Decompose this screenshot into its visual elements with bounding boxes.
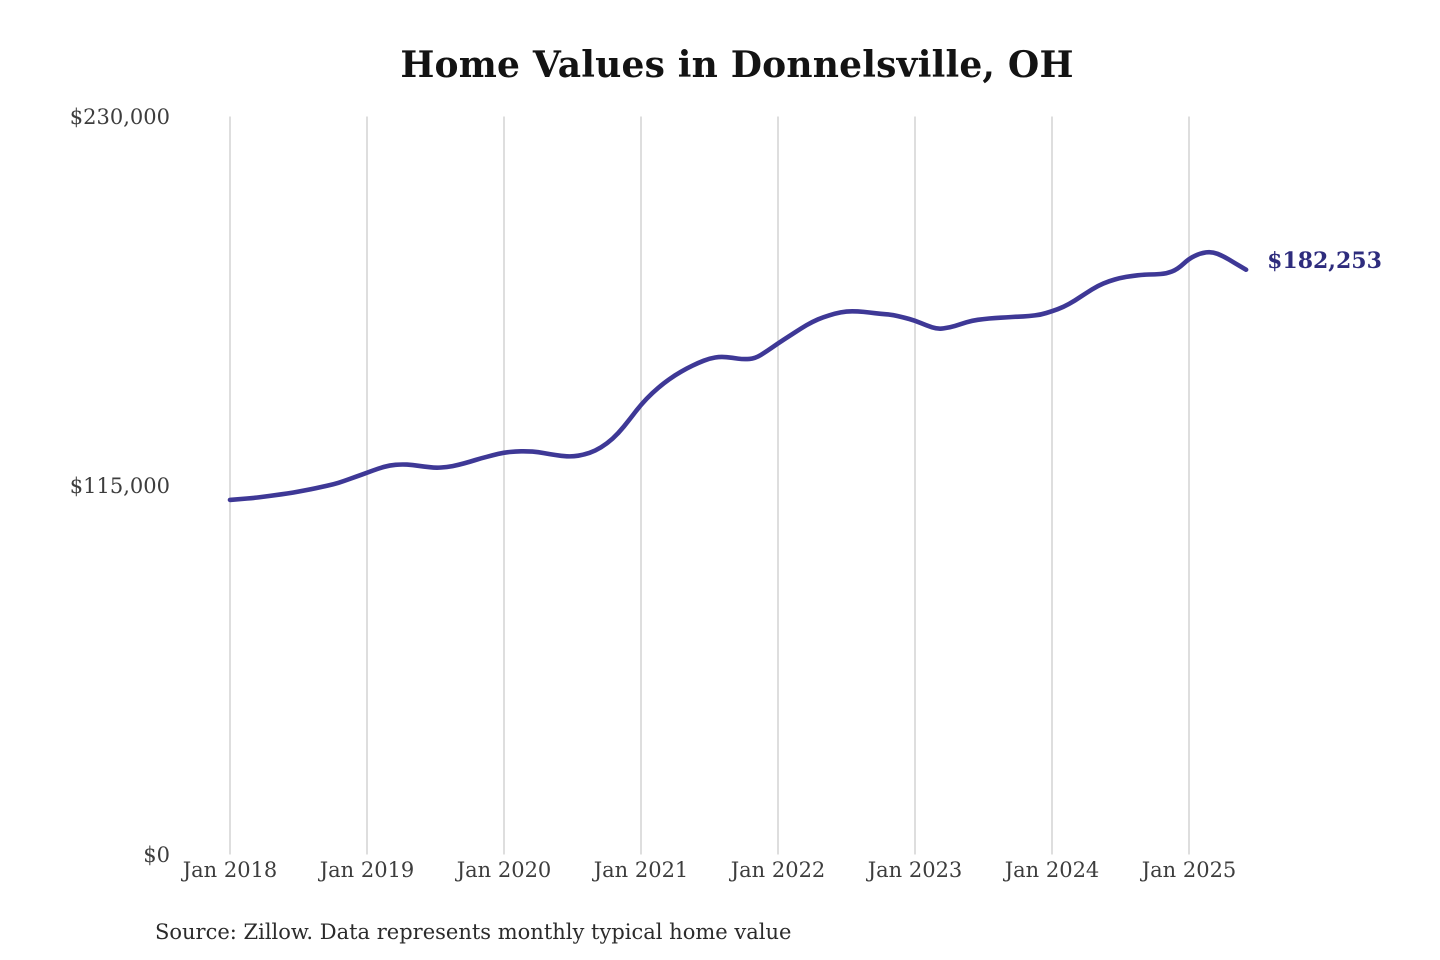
current-value-label: $182,253 — [1267, 247, 1382, 274]
y-tick-label: $115,000 — [69, 473, 170, 498]
x-tick-label: Jan 2018 — [182, 858, 278, 882]
value-line — [227, 249, 1249, 503]
x-tick-label: Jan 2022 — [730, 858, 826, 882]
x-tick-label: Jan 2023 — [867, 858, 963, 882]
x-tick-label: Jan 2025 — [1141, 858, 1237, 882]
chart-title: Home Values in Donnelsville, OH — [400, 44, 1074, 86]
x-tick-label: Jan 2019 — [319, 858, 415, 882]
x-tick-label: Jan 2020 — [456, 858, 552, 882]
x-tick-label: Jan 2024 — [1004, 858, 1100, 882]
source-note: Source: Zillow. Data represents monthly … — [155, 920, 792, 944]
x-tick-label: Jan 2021 — [593, 858, 689, 882]
y-tick-label: $230,000 — [69, 104, 170, 129]
y-tick-label: $0 — [143, 842, 170, 867]
